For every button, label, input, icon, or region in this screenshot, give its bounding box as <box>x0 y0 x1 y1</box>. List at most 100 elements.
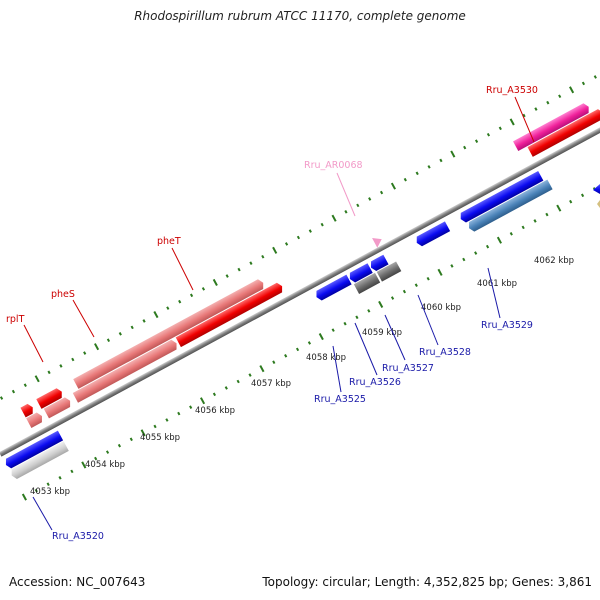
feature-edge-blue[interactable] <box>593 184 600 194</box>
minor-tick <box>236 379 240 384</box>
minor-tick <box>593 75 597 79</box>
label-Rru_A3520[interactable]: Rru_A3520 <box>52 531 104 542</box>
feature-rplT-trna[interactable] <box>26 411 44 428</box>
minor-tick <box>558 94 562 99</box>
leader-Rru_A3530 <box>514 96 535 143</box>
major-tick <box>81 461 87 469</box>
feature-Rru_A3527-gray[interactable] <box>376 261 402 282</box>
minor-tick <box>367 309 371 313</box>
feature-pheT-gene[interactable] <box>73 278 266 389</box>
minor-tick <box>331 328 335 332</box>
minor-tick <box>379 190 384 195</box>
leader-Rru_A3525 <box>332 345 342 393</box>
map-title: Rhodospirillum rubrum ATCC 11170, comple… <box>134 9 466 23</box>
feature-rplT-cds[interactable] <box>20 402 35 418</box>
accession-text: Accession: NC_007643 <box>9 575 146 589</box>
major-tick <box>569 86 575 94</box>
minor-tick <box>355 315 359 320</box>
minor-tick <box>320 222 324 227</box>
minor-tick <box>356 203 360 208</box>
minor-tick <box>580 193 585 198</box>
feature-Rru_A3526[interactable] <box>347 263 373 284</box>
feature-Rru_A3529-upper[interactable] <box>458 170 544 224</box>
feature-Rru_A3529-lower[interactable] <box>466 179 553 233</box>
minor-tick <box>462 257 466 262</box>
minor-tick <box>46 482 50 487</box>
minor-tick <box>105 450 110 454</box>
major-tick <box>378 300 384 308</box>
minor-tick <box>83 351 87 355</box>
feature-Rru_AR0068-ncrna[interactable] <box>372 234 384 248</box>
feature-Rru_A3530-lower[interactable] <box>527 108 600 157</box>
feature-pheS-lower[interactable] <box>36 387 64 409</box>
minor-tick <box>284 354 288 358</box>
minor-tick <box>509 232 513 236</box>
minor-tick <box>118 332 122 336</box>
minor-tick <box>71 357 75 362</box>
minor-tick <box>498 126 502 131</box>
minor-tick <box>546 100 550 105</box>
major-tick <box>437 268 443 276</box>
label-Rru_AR0068[interactable]: Rru_AR0068 <box>304 160 363 171</box>
minor-tick <box>248 373 252 377</box>
label-Rru_A3529[interactable]: Rru_A3529 <box>481 320 533 331</box>
reverse-strand-features <box>3 170 553 480</box>
major-tick <box>259 365 265 373</box>
label-Rru_A3526[interactable]: Rru_A3526 <box>349 377 401 388</box>
major-tick <box>331 214 337 222</box>
minor-tick <box>414 283 418 287</box>
scale-label-4062: 4062 kbp <box>534 256 574 266</box>
label-rplT[interactable]: rplT <box>6 314 25 325</box>
minor-tick <box>106 338 111 343</box>
scale-label-4061: 4061 kbp <box>477 279 517 289</box>
minor-tick <box>533 219 537 223</box>
minor-tick <box>296 235 301 240</box>
genome-summary-text: Topology: circular; Length: 4,352,825 bp… <box>262 575 592 589</box>
label-Rru_A3530[interactable]: Rru_A3530 <box>486 85 538 96</box>
minor-tick <box>390 296 395 300</box>
label-pheT[interactable]: pheT <box>157 236 181 247</box>
feature-Rru_A3528[interactable] <box>414 221 451 247</box>
minor-tick <box>166 306 170 310</box>
label-Rru_A3525[interactable]: Rru_A3525 <box>314 394 366 405</box>
feature-Rru_A3526-gray[interactable] <box>353 272 381 294</box>
minor-tick <box>402 289 407 294</box>
feature-Rru_A3520-lower[interactable] <box>9 441 69 480</box>
label-Rru_A3528[interactable]: Rru_A3528 <box>419 347 471 358</box>
feature-Rru_A3527[interactable] <box>368 254 389 273</box>
feature-Rru_A3530-upper[interactable] <box>513 102 591 152</box>
feature-edge-yellow[interactable] <box>597 200 600 208</box>
minor-tick <box>545 212 549 217</box>
minor-tick <box>58 476 62 480</box>
label-Rru_A3527[interactable]: Rru_A3527 <box>382 363 434 374</box>
minor-tick <box>189 405 193 409</box>
feature-Rru_A3520-upper[interactable] <box>3 430 64 470</box>
feature-pheS-upper[interactable] <box>43 396 73 419</box>
major-tick <box>34 375 40 383</box>
major-tick <box>509 118 515 126</box>
feature-Rru_A3525[interactable] <box>314 274 352 302</box>
feature-pheT-red[interactable] <box>175 281 285 348</box>
minor-tick <box>178 299 182 304</box>
feature-labels: rplT pheS pheT Rru_AR0068 Rru_A3530 Rru_… <box>6 85 538 542</box>
minor-tick <box>47 370 51 375</box>
major-tick <box>390 182 396 190</box>
scale-labels: 4053 kbp 4054 kbp 4055 kbp 4056 kbp 4057… <box>30 256 574 497</box>
minor-tick <box>474 251 478 255</box>
feature-pheS-gene[interactable] <box>72 338 179 403</box>
leader-Rru_A3528 <box>417 294 439 346</box>
minor-tick <box>581 81 586 86</box>
minor-tick <box>368 197 372 201</box>
minor-tick <box>130 325 134 330</box>
scale-label-4055: 4055 kbp <box>140 433 180 443</box>
scale-label-4053: 4053 kbp <box>30 487 70 497</box>
leader-Rru_AR0068 <box>336 172 356 217</box>
minor-tick <box>486 132 491 137</box>
label-pheS[interactable]: pheS <box>51 289 75 300</box>
leader-Rru_A3529 <box>487 267 501 319</box>
minor-tick <box>225 274 229 278</box>
major-tick <box>450 150 456 158</box>
minor-tick <box>224 386 228 390</box>
minor-tick <box>94 456 98 461</box>
